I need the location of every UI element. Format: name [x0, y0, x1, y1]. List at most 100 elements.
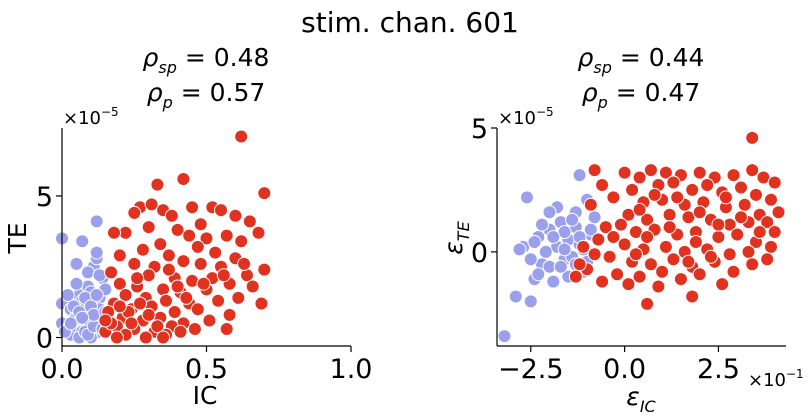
right-y-axis-label: εTE — [439, 220, 473, 254]
left-point-high-32 — [128, 257, 141, 270]
right-point-high-3 — [644, 164, 657, 177]
right-point-high-99 — [588, 164, 601, 177]
right-title-line1: ρsp = 0.44 — [578, 43, 705, 77]
right-point-low-0 — [498, 330, 511, 343]
right-point-high-22 — [772, 206, 785, 219]
left-point-high-61 — [191, 303, 204, 316]
left-point-high-30 — [177, 255, 190, 268]
right-point-low-37 — [554, 260, 567, 273]
right-point-high-89 — [735, 211, 748, 224]
right-point-high-97 — [641, 297, 654, 310]
left-point-high-12 — [229, 209, 242, 222]
left-point-low-22 — [90, 246, 103, 259]
right-y-tick-label-0: 0 — [471, 238, 488, 269]
right-point-high-91 — [629, 248, 642, 261]
right-x-offset-text: ×10−1 — [748, 367, 804, 391]
right-point-high-9 — [746, 164, 759, 177]
left-point-high-29 — [162, 249, 175, 262]
left-point-high-13 — [243, 215, 256, 228]
left-point-high-23 — [154, 238, 167, 251]
left-point-high-26 — [209, 246, 222, 259]
left-point-low-48 — [70, 277, 83, 290]
left-x-ticks: 0.0 0.5 1.0 — [41, 346, 373, 385]
right-point-low-34 — [547, 231, 560, 244]
right-point-high-61 — [644, 258, 657, 271]
left-point-high-93 — [110, 331, 123, 344]
right-point-high-74 — [596, 275, 609, 288]
left-point-high-5 — [145, 198, 158, 211]
right-point-high-95 — [569, 270, 582, 283]
left-y-offset-text: ×10−5 — [63, 105, 119, 129]
right-point-low-28 — [513, 243, 526, 256]
left-point-high-0 — [235, 130, 248, 143]
right-point-high-53 — [659, 240, 672, 253]
right-point-high-88 — [719, 191, 732, 204]
left-x-axis-label: IC — [193, 381, 218, 410]
left-point-high-95 — [157, 331, 170, 344]
left-point-high-9 — [215, 204, 228, 217]
right-point-high-71 — [674, 273, 687, 286]
right-point-high-98 — [686, 290, 699, 303]
right-point-high-79 — [682, 255, 695, 268]
right-point-high-82 — [641, 231, 654, 244]
left-point-low-45 — [90, 289, 103, 302]
right-x-axis-label: εIC — [626, 382, 656, 416]
right-point-high-8 — [727, 169, 740, 182]
right-point-high-19 — [735, 181, 748, 194]
left-point-high-14 — [194, 218, 207, 231]
right-point-low-24 — [588, 211, 601, 224]
left-point-high-92 — [99, 314, 112, 327]
right-point-high-12 — [596, 179, 609, 192]
left-point-high-44 — [246, 280, 259, 293]
right-point-high-68 — [611, 268, 624, 281]
left-point-high-34 — [194, 257, 207, 270]
right-point-low-14 — [547, 275, 560, 288]
left-point-high-85 — [217, 269, 230, 282]
right-point-high-21 — [765, 193, 778, 206]
left-point-high-21 — [220, 229, 233, 242]
left-point-high-86 — [238, 257, 251, 270]
right-point-high-65 — [727, 265, 740, 278]
right-point-low-25 — [528, 236, 541, 249]
right-x-tick-label-2: 2.5 — [697, 354, 740, 385]
right-x-tick-label-0: −2.5 — [498, 354, 564, 385]
left-point-high-2 — [151, 178, 164, 191]
left-point-high-52 — [160, 294, 173, 307]
left-x-tick-label-2: 1.0 — [330, 354, 373, 385]
left-point-low-47 — [64, 317, 77, 330]
right-point-high-46 — [712, 231, 725, 244]
right-point-high-80 — [704, 250, 717, 263]
right-point-high-84 — [614, 218, 627, 231]
left-y-axis-label: TE — [3, 222, 32, 254]
left-point-high-74 — [220, 323, 233, 336]
left-point-high-27 — [235, 235, 248, 248]
left-point-high-38 — [105, 266, 118, 279]
right-point-low-18 — [573, 169, 586, 182]
right-point-high-16 — [686, 183, 699, 196]
right-point-high-47 — [731, 228, 744, 241]
left-point-high-89 — [113, 300, 126, 313]
right-point-high-69 — [633, 270, 646, 283]
right-point-high-78 — [652, 280, 665, 293]
left-point-high-55 — [232, 291, 245, 304]
right-point-high-23 — [607, 191, 620, 204]
left-point-high-24 — [136, 243, 149, 256]
right-point-high-59 — [603, 250, 616, 263]
left-point-high-15 — [142, 221, 155, 234]
left-y-tick-label-0: 0 — [36, 324, 53, 355]
right-point-high-35 — [663, 208, 676, 221]
left-point-high-18 — [108, 226, 121, 239]
left-point-high-60 — [168, 306, 181, 319]
right-point-high-83 — [663, 221, 676, 234]
left-point-low-36 — [70, 257, 83, 270]
right-point-high-1 — [618, 166, 631, 179]
right-point-low-2 — [524, 295, 537, 308]
right-scatter-points — [498, 131, 785, 342]
right-point-high-56 — [723, 248, 736, 261]
right-point-low-35 — [566, 213, 579, 226]
left-point-high-7 — [186, 201, 199, 214]
right-panel: ρsp = 0.44 ρp = 0.47 ×10−5 −2.5 0.0 2.5 05… — [439, 43, 804, 416]
right-y-tick-label-1: 5 — [471, 114, 488, 145]
left-title-line2: ρp = 0.57 — [147, 78, 266, 112]
left-x-tick-label-0: 0.0 — [41, 354, 84, 385]
